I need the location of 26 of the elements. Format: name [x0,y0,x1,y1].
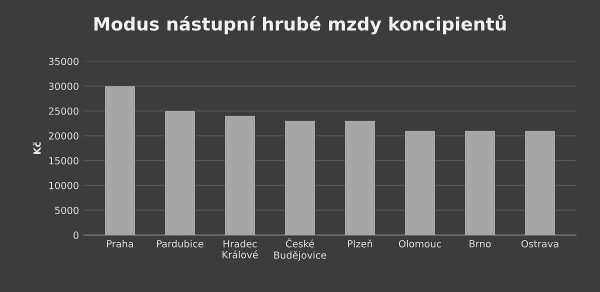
x-tick-label: Praha [107,240,133,248]
bar [345,120,375,236]
y-tick-label: 35000 [48,58,78,66]
x-tick-label: Ostrava [521,240,558,248]
bar [225,116,255,236]
y-tick-label: 25000 [48,107,78,115]
bar [285,120,315,236]
x-tick-label: Brno [470,240,491,248]
bar [165,110,195,236]
y-tick-label: 30000 [48,82,78,90]
y-tick-label: 20000 [48,132,78,140]
x-tick-label: Hradec Králové [222,240,258,258]
x-tick-label: Olomouc [398,240,442,248]
bar [405,130,435,236]
y-tick-label: 15000 [49,157,78,164]
chart-title: Modus nástupní hrubé mzdy koncipientů [94,14,506,34]
y-tick-label: 10000 [49,182,78,190]
bar [525,130,555,236]
y-tick-label: 0 [74,232,78,239]
x-tick-label: České Budějovice [274,238,326,261]
bar [465,130,495,236]
x-tick-label: Pardubice [157,240,204,248]
x-tick-label: Plzeň [348,240,372,248]
y-axis-title: Kč [32,142,41,154]
bar [105,86,135,236]
y-tick-label: 5000 [55,206,78,214]
